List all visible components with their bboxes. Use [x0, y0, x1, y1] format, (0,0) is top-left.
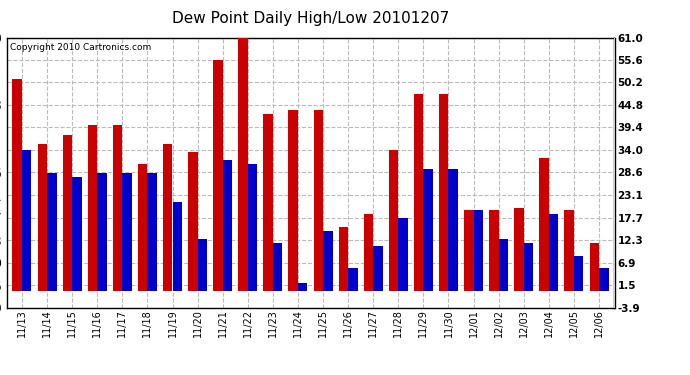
Bar — [148, 173, 157, 291]
Bar — [63, 135, 72, 291]
Bar — [398, 219, 408, 291]
Bar — [464, 210, 473, 291]
Bar — [22, 150, 32, 291]
Bar — [424, 168, 433, 291]
Bar — [549, 214, 558, 291]
Bar — [348, 268, 357, 291]
Bar — [439, 94, 449, 291]
Bar — [298, 283, 308, 291]
Bar — [88, 125, 97, 291]
Bar — [238, 38, 248, 291]
Bar — [339, 227, 348, 291]
Bar — [388, 150, 398, 291]
Bar — [112, 125, 122, 291]
Bar — [12, 79, 22, 291]
Bar — [273, 243, 282, 291]
Bar — [37, 144, 47, 291]
Text: Dew Point Daily High/Low 20101207: Dew Point Daily High/Low 20101207 — [172, 11, 449, 26]
Bar — [264, 114, 273, 291]
Bar — [414, 94, 424, 291]
Bar — [138, 164, 148, 291]
Bar — [499, 239, 509, 291]
Bar — [589, 243, 599, 291]
Bar — [122, 173, 132, 291]
Bar — [448, 168, 458, 291]
Bar — [288, 110, 298, 291]
Bar — [72, 177, 81, 291]
Bar — [524, 243, 533, 291]
Bar — [313, 110, 323, 291]
Bar — [373, 246, 383, 291]
Bar — [97, 173, 107, 291]
Bar — [489, 210, 499, 291]
Bar — [197, 239, 207, 291]
Bar — [188, 152, 197, 291]
Bar — [163, 144, 172, 291]
Bar — [47, 173, 57, 291]
Bar — [574, 256, 584, 291]
Bar — [223, 160, 233, 291]
Bar — [248, 164, 257, 291]
Bar — [213, 60, 223, 291]
Bar — [172, 202, 182, 291]
Bar — [540, 158, 549, 291]
Bar — [599, 268, 609, 291]
Text: Copyright 2010 Cartronics.com: Copyright 2010 Cartronics.com — [10, 43, 151, 52]
Bar — [364, 214, 373, 291]
Bar — [473, 210, 483, 291]
Bar — [514, 208, 524, 291]
Bar — [564, 210, 574, 291]
Bar — [323, 231, 333, 291]
